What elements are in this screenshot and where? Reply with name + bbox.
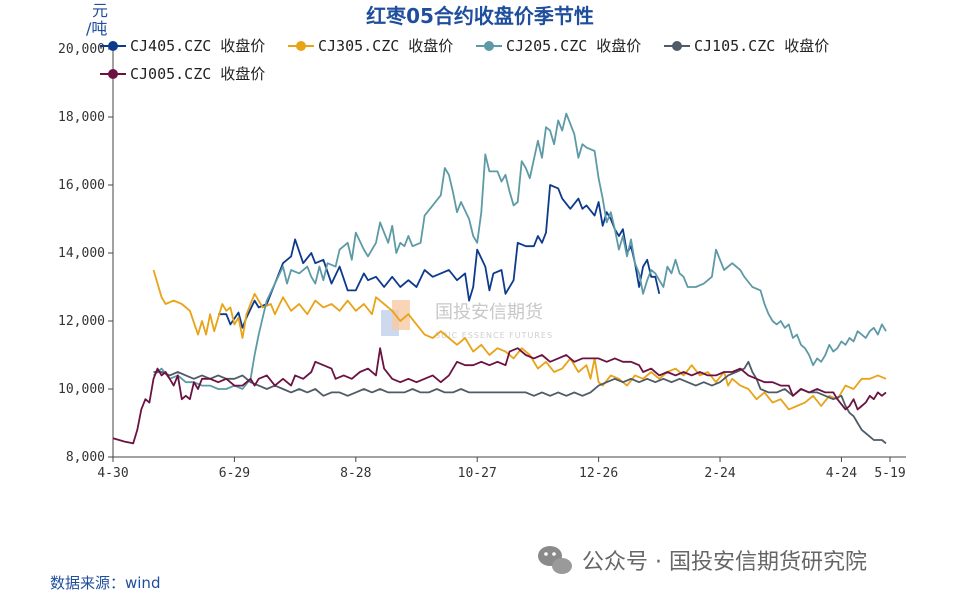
legend-label: CJ105.CZC 收盘价 bbox=[694, 37, 829, 55]
x-tick-label: 5-19 bbox=[874, 466, 905, 481]
legend-item: CJ405.CZC 收盘价 bbox=[100, 37, 265, 55]
legend-swatch-dot bbox=[672, 41, 682, 51]
x-tick-label: 4-30 bbox=[97, 466, 128, 481]
legend-item: CJ305.CZC 收盘价 bbox=[288, 37, 453, 55]
watermark-logo: 国投安信期货 SDIC ESSENCE FUTURES bbox=[381, 300, 553, 340]
y-tick-label: 10,000 bbox=[58, 382, 105, 397]
legend-label: CJ005.CZC 收盘价 bbox=[130, 65, 265, 83]
legend-label: CJ205.CZC 收盘价 bbox=[506, 37, 641, 55]
watermark: 公众号 · 国投安信期货研究院 bbox=[538, 546, 867, 575]
y-tick-label: 16,000 bbox=[58, 178, 105, 193]
legend-swatch-dot bbox=[108, 41, 118, 51]
series-layer bbox=[112, 112, 887, 445]
unit-line-2: /吨 bbox=[86, 19, 107, 38]
legend-swatch-dot bbox=[296, 41, 306, 51]
x-tick-label: 12-26 bbox=[579, 466, 618, 481]
source-note: 数据来源：wind bbox=[50, 574, 160, 592]
series-line-1 bbox=[218, 184, 661, 329]
series-line-4 bbox=[153, 360, 887, 445]
chart-title: 红枣05合约收盘价季节性 bbox=[366, 4, 594, 28]
unit-line-1: 元 bbox=[92, 1, 108, 20]
legend-item: CJ205.CZC 收盘价 bbox=[476, 37, 641, 55]
y-tick-label: 18,000 bbox=[58, 110, 105, 125]
x-tick-label: 8-28 bbox=[340, 466, 371, 481]
logo-mark-accent-icon bbox=[392, 300, 410, 330]
series-line-5 bbox=[112, 347, 887, 445]
series-line-2 bbox=[152, 269, 887, 411]
wechat-icon bbox=[538, 546, 572, 574]
legend-item: CJ105.CZC 收盘价 bbox=[664, 37, 829, 55]
y-tick-label: 12,000 bbox=[58, 314, 105, 329]
x-tick-label: 6-29 bbox=[219, 466, 250, 481]
watermark-text: 公众号 · 国投安信期货研究院 bbox=[582, 550, 867, 575]
legend-swatch-dot bbox=[484, 41, 494, 51]
legend-swatch-dot bbox=[108, 69, 118, 79]
series-line-3 bbox=[152, 112, 887, 390]
legend-label: CJ305.CZC 收盘价 bbox=[318, 37, 453, 55]
logo-text: 国投安信期货 bbox=[435, 302, 543, 323]
x-tick-label: 4-24 bbox=[826, 466, 857, 481]
y-tick-label: 8,000 bbox=[66, 450, 105, 465]
x-tick-label: 10-27 bbox=[458, 466, 497, 481]
legend-label: CJ405.CZC 收盘价 bbox=[130, 37, 265, 55]
legend: CJ405.CZC 收盘价 CJ305.CZC 收盘价 CJ205.CZC 收盘价 C… bbox=[100, 37, 829, 83]
x-tick-label: 2-24 bbox=[704, 466, 735, 481]
axes: 8,000 10,000 12,000 14,000 16,000 18,000 20,00… bbox=[58, 42, 906, 481]
logo-subtitle: SDIC ESSENCE FUTURES bbox=[435, 331, 553, 340]
y-tick-label: 14,000 bbox=[58, 246, 105, 261]
y-axis-unit: 元/吨 bbox=[86, 1, 108, 38]
legend-item: CJ005.CZC 收盘价 bbox=[100, 65, 265, 83]
y-tick-label: 20,000 bbox=[58, 42, 105, 57]
